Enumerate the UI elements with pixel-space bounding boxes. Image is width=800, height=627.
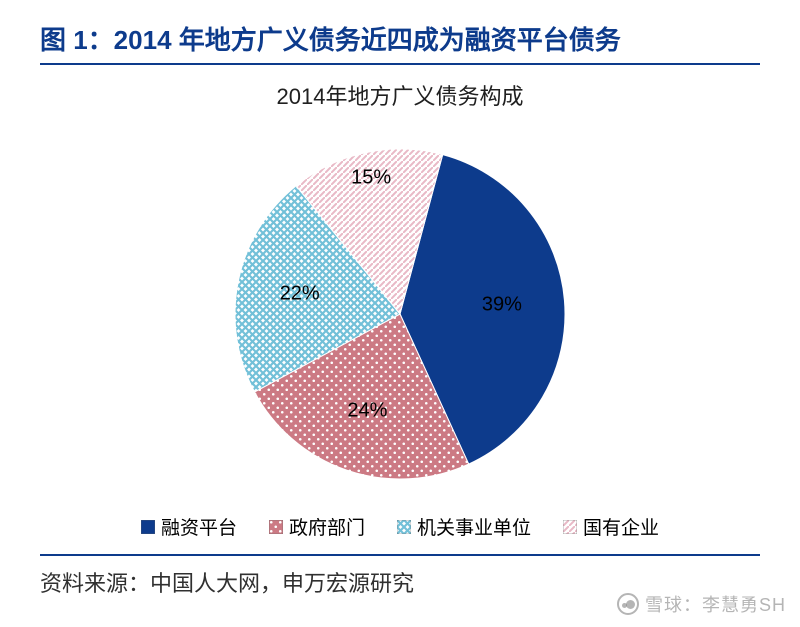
- legend-swatch-financing_platform: [141, 520, 155, 534]
- xueqiu-icon: [617, 593, 639, 615]
- legend-label: 机关事业单位: [417, 513, 531, 540]
- source-text: 资料来源：中国人大网，申万宏源研究: [40, 571, 414, 596]
- pie-label-government_dept: 24%: [347, 399, 387, 422]
- legend-swatch-soe: [563, 520, 577, 534]
- pie-label-institutions: 22%: [280, 282, 320, 305]
- legend: 融资平台 政府部门 机关事业单位 国有企业: [40, 513, 760, 540]
- legend-label: 国有企业: [583, 513, 659, 540]
- legend-item-government_dept: 政府部门: [269, 513, 365, 540]
- watermark-text: 雪球：李慧勇SH: [645, 591, 786, 617]
- pie-label-financing_platform: 39%: [482, 294, 522, 317]
- chart-subtitle: 2014年地方广义债务构成: [40, 79, 760, 111]
- legend-item-financing_platform: 融资平台: [141, 513, 237, 540]
- legend-label: 融资平台: [161, 513, 237, 540]
- legend-label: 政府部门: [289, 513, 365, 540]
- pie-chart: 39% 24% 22% 15%: [40, 129, 760, 499]
- title-rule: 图 1：2014 年地方广义债务近四成为融资平台债务: [40, 20, 760, 65]
- legend-item-soe: 国有企业: [563, 513, 659, 540]
- watermark: 雪球：李慧勇SH: [617, 591, 786, 617]
- pie-label-soe: 15%: [351, 167, 391, 190]
- legend-item-institutions: 机关事业单位: [397, 513, 531, 540]
- figure-title: 图 1：2014 年地方广义债务近四成为融资平台债务: [40, 20, 760, 57]
- legend-swatch-government_dept: [269, 520, 283, 534]
- legend-swatch-institutions: [397, 520, 411, 534]
